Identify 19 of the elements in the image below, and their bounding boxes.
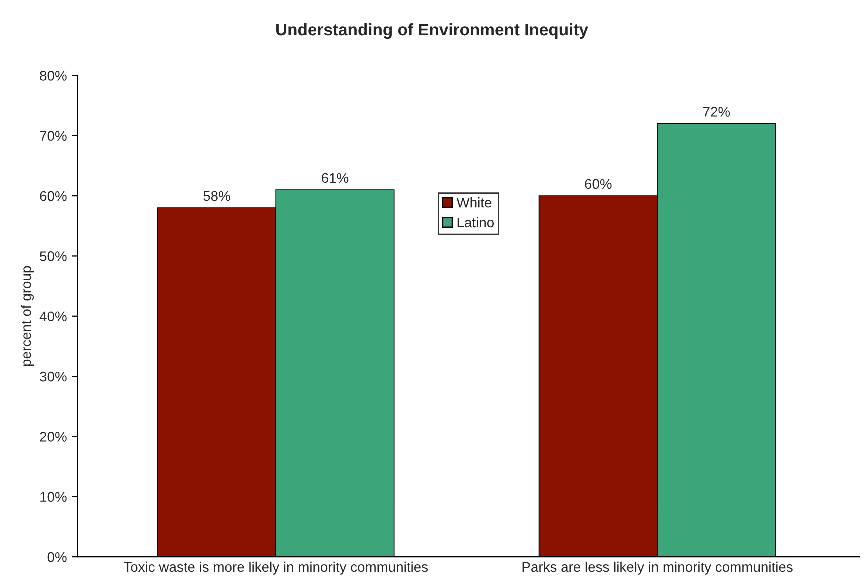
y-tick-label: 10% [40, 492, 67, 502]
y-tick-label: 60% [40, 191, 67, 202]
y-tick-label: 30% [40, 372, 67, 382]
data-label: 61% [322, 173, 349, 184]
x-tick-label: Parks are less likely in minority communities [522, 562, 793, 575]
y-tick-label: 40% [40, 312, 67, 322]
x-tick-label: Toxic waste is more likely in minority communities [124, 562, 428, 575]
y-tick-label: 80% [40, 71, 67, 81]
y-tick-label: 70% [40, 131, 67, 142]
y-tick-label: 20% [40, 432, 67, 442]
y-axis-title: percent of group [21, 266, 34, 366]
data-label: 72% [703, 107, 730, 117]
data-label: 60% [585, 179, 612, 190]
y-tick-label: 50% [40, 252, 67, 262]
legend-label: White [456, 198, 492, 208]
chart-title: Understanding of Environment Inequity [276, 23, 588, 40]
legend-label: Latino [458, 217, 494, 228]
data-label: 58% [204, 191, 230, 202]
y-tick-label: 0% [48, 552, 67, 562]
